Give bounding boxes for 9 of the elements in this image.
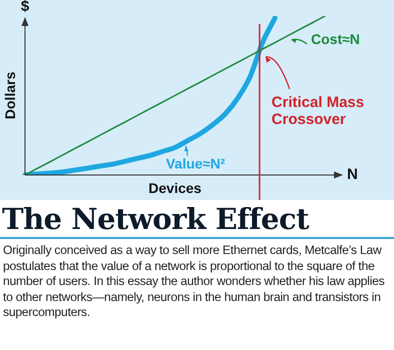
text: The Network Effect xyxy=(2,202,310,236)
annotation: Critical Mass Crossover xyxy=(272,94,364,128)
x-axis-title: Devices xyxy=(148,180,202,196)
text: Originally conceived as a way to sell more Ethernet cards, Metcalfe’s Law postulates that the value of a network is proportional to the square of the number of users. In this essay the author wonders whether his law applies to other networks—namely, neurons in the human brain and transistors in supercomputers. xyxy=(3,243,386,320)
text: $ xyxy=(20,0,30,16)
legend-label: Cost≈N xyxy=(311,30,360,47)
series-label: Value≈N² xyxy=(166,156,226,172)
text: N xyxy=(347,166,358,184)
y-axis-title: Dollars xyxy=(2,72,18,120)
